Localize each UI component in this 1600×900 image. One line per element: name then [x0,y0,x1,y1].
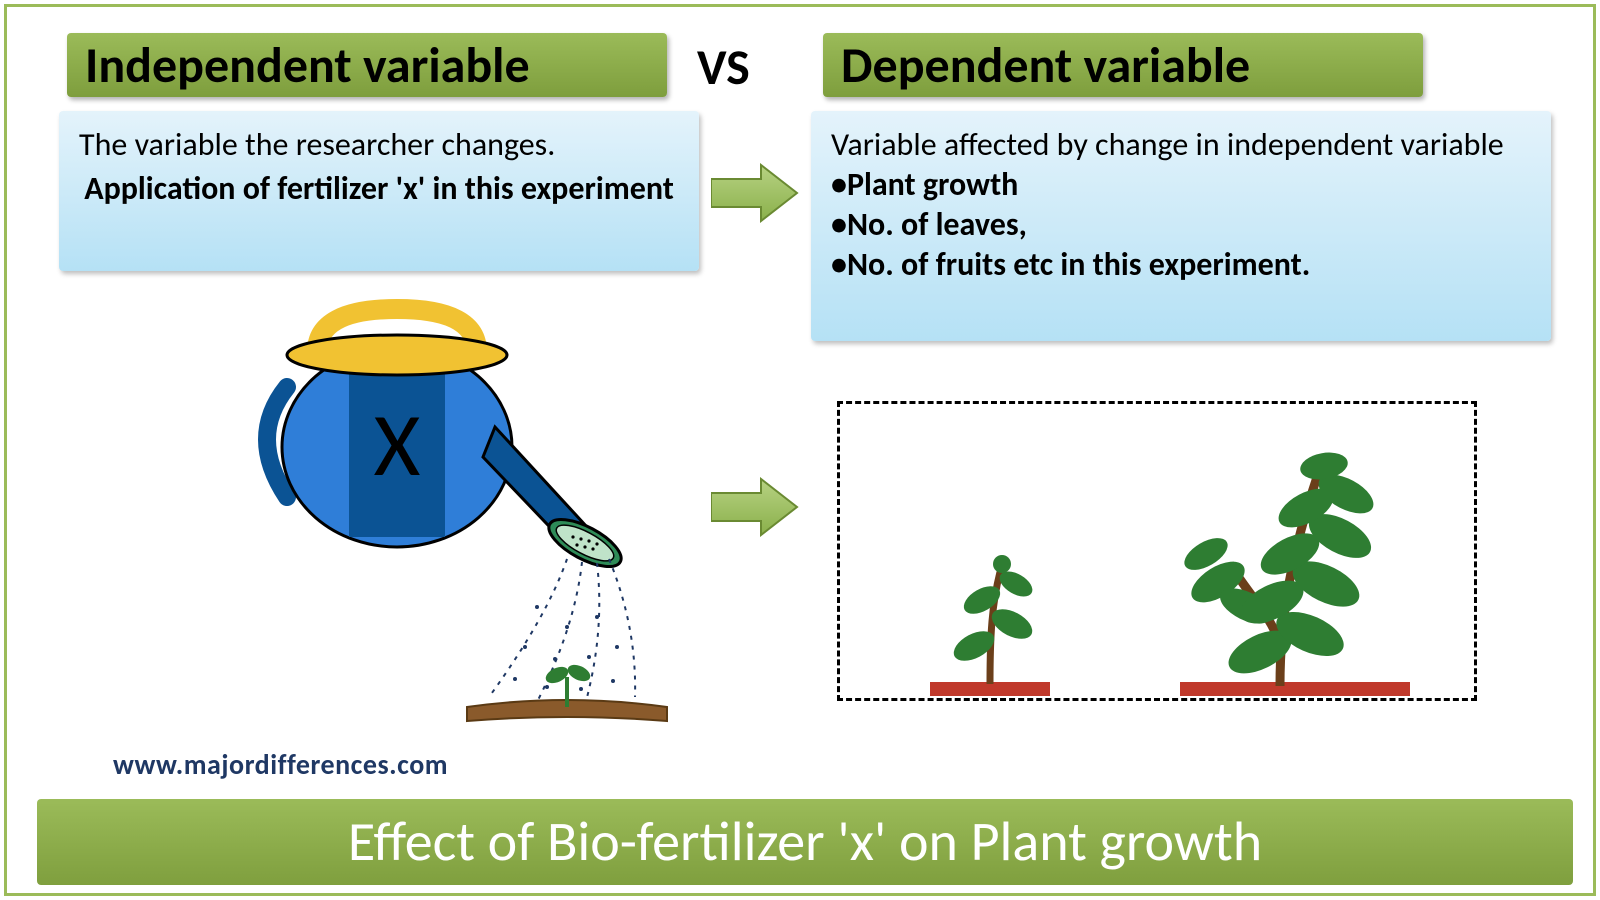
independent-example: Application of fertilizer 'x' in this ex… [79,169,679,209]
outer-frame: Independent variable VS Dependent variab… [4,4,1596,896]
source-url: www.majordifferences.com [113,747,448,782]
independent-variable-title: Independent variable [85,35,530,96]
arrow-icon-1 [711,163,799,223]
dependent-variable-header: Dependent variable [823,33,1423,97]
dependent-desc: Variable affected by change in independe… [831,125,1531,165]
svg-text:X: X [374,390,421,500]
dependent-bullet-1: •Plant growth [831,165,1531,205]
arrow-icon-2 [711,477,799,537]
dependent-bullet-2: •No. of leaves, [831,205,1531,245]
independent-info-box: The variable the researcher changes. App… [59,111,699,271]
large-plant-icon [1179,449,1410,696]
watering-can-illustration: X [237,297,677,727]
dependent-bullet-3: •No. of fruits etc in this experiment. [831,245,1531,285]
footer-banner: Effect of Bio-fertilizer 'x' on Plant gr… [37,799,1573,885]
plant-growth-box [837,401,1477,701]
dependent-variable-title: Dependent variable [841,35,1250,96]
dependent-info-box: Variable affected by change in independe… [811,111,1551,341]
vs-label: VS [697,37,750,98]
small-plant-icon [930,555,1050,696]
independent-variable-header: Independent variable [67,33,667,97]
footer-title: Effect of Bio-fertilizer 'x' on Plant gr… [348,808,1262,876]
independent-desc: The variable the researcher changes. [79,125,679,165]
